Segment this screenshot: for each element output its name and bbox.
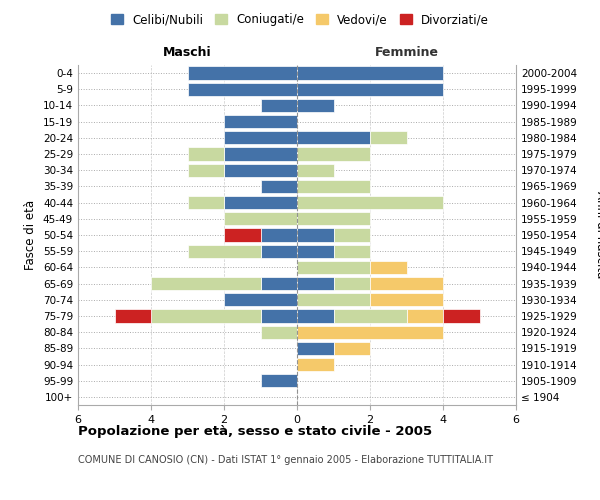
Bar [297, 82, 443, 96]
Y-axis label: Anni di nascita: Anni di nascita [594, 192, 600, 278]
Text: Femmine: Femmine [374, 46, 439, 59]
Bar [297, 131, 370, 144]
Bar [224, 148, 297, 160]
Bar [297, 293, 370, 306]
Bar [297, 196, 443, 209]
Bar [334, 244, 370, 258]
Bar [297, 212, 370, 226]
Bar [260, 244, 297, 258]
Bar [151, 277, 260, 290]
Bar [297, 164, 334, 177]
Bar [297, 342, 334, 355]
Bar [224, 115, 297, 128]
Bar [224, 212, 297, 226]
Bar [260, 180, 297, 193]
Bar [370, 131, 407, 144]
Bar [297, 310, 334, 322]
Bar [187, 164, 224, 177]
Bar [297, 358, 334, 371]
Bar [224, 228, 260, 241]
Bar [297, 99, 334, 112]
Bar [260, 374, 297, 388]
Bar [334, 228, 370, 241]
Bar [187, 244, 260, 258]
Text: Maschi: Maschi [163, 46, 212, 59]
Bar [297, 260, 370, 274]
Bar [334, 310, 407, 322]
Bar [260, 228, 297, 241]
Bar [187, 82, 297, 96]
Bar [297, 228, 334, 241]
Bar [224, 196, 297, 209]
Bar [260, 277, 297, 290]
Bar [370, 277, 443, 290]
Bar [187, 196, 224, 209]
Bar [297, 66, 443, 80]
Text: Popolazione per età, sesso e stato civile - 2005: Popolazione per età, sesso e stato civil… [78, 425, 432, 438]
Text: COMUNE DI CANOSIO (CN) - Dati ISTAT 1° gennaio 2005 - Elaborazione TUTTITALIA.IT: COMUNE DI CANOSIO (CN) - Dati ISTAT 1° g… [78, 455, 493, 465]
Bar [224, 293, 297, 306]
Bar [297, 148, 370, 160]
Bar [260, 99, 297, 112]
Bar [187, 66, 297, 80]
Bar [187, 148, 224, 160]
Bar [224, 131, 297, 144]
Bar [260, 310, 297, 322]
Bar [370, 293, 443, 306]
Bar [334, 277, 370, 290]
Bar [224, 164, 297, 177]
Bar [407, 310, 443, 322]
Bar [370, 260, 407, 274]
Bar [297, 277, 334, 290]
Bar [297, 244, 334, 258]
Bar [115, 310, 151, 322]
Bar [334, 342, 370, 355]
Bar [260, 326, 297, 339]
Bar [297, 180, 370, 193]
Bar [297, 326, 443, 339]
Y-axis label: Fasce di età: Fasce di età [25, 200, 37, 270]
Bar [443, 310, 479, 322]
Legend: Celibi/Nubili, Coniugati/e, Vedovi/e, Divorziati/e: Celibi/Nubili, Coniugati/e, Vedovi/e, Di… [106, 8, 494, 31]
Bar [151, 310, 260, 322]
